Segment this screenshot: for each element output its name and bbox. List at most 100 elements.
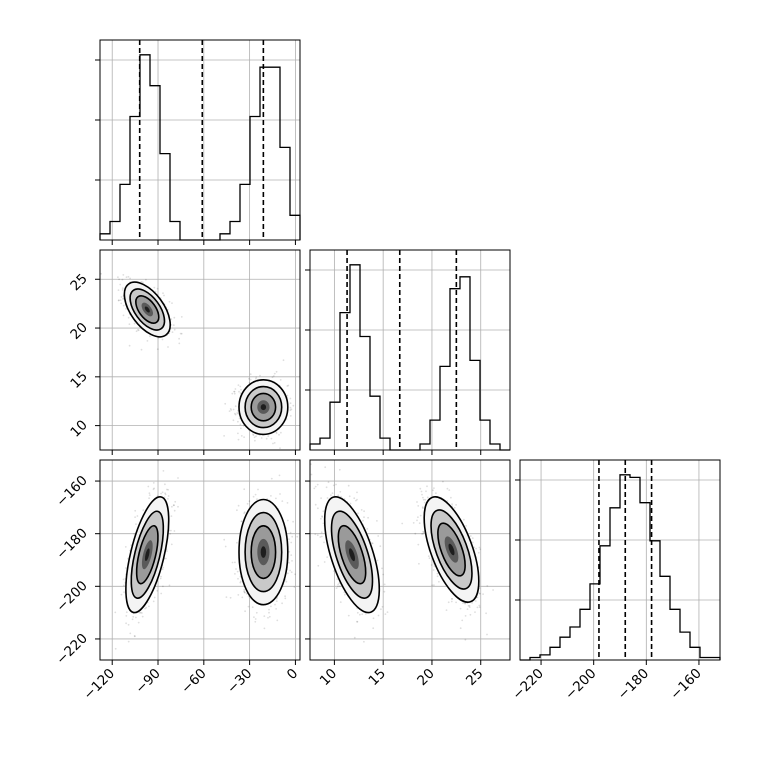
sample-point: [172, 504, 175, 507]
sample-point: [255, 377, 257, 380]
panel-frame: [99, 459, 301, 661]
sample-point: [330, 494, 332, 496]
sample-point: [286, 394, 289, 397]
sample-point: [167, 498, 169, 500]
sample-point: [254, 493, 257, 496]
sample-point: [360, 509, 363, 511]
sample-point: [468, 604, 471, 607]
sample-point: [338, 468, 341, 471]
sample-point: [127, 640, 130, 643]
sample-point: [234, 412, 236, 415]
sample-point: [337, 585, 339, 588]
sample-point: [249, 378, 252, 381]
sample-point: [121, 289, 124, 291]
sample-point: [239, 580, 242, 583]
panel-frame: [519, 459, 721, 661]
x-tick-label: −60: [178, 666, 209, 697]
y-tick-label: 25: [67, 271, 90, 294]
sample-point: [401, 522, 404, 525]
sample-point: [326, 497, 329, 499]
sample-point: [433, 584, 435, 586]
sample-point: [287, 384, 290, 387]
sample-point: [164, 483, 166, 486]
sample-point: [445, 609, 448, 611]
sample-point: [239, 385, 242, 388]
sample-point: [123, 591, 125, 593]
sample-point: [119, 283, 122, 286]
density-peak: [260, 546, 267, 558]
sample-point: [138, 611, 141, 614]
sample-point: [146, 340, 149, 342]
sample-point: [319, 536, 322, 538]
sample-point: [416, 519, 418, 522]
sample-point: [421, 506, 424, 508]
sample-point: [236, 541, 238, 544]
sample-point: [337, 583, 339, 586]
sample-point: [364, 613, 367, 615]
sample-point: [133, 322, 136, 325]
sample-point: [252, 434, 255, 437]
sample-point: [310, 473, 313, 476]
sample-point: [123, 584, 125, 587]
sample-point: [422, 530, 424, 533]
sample-point: [275, 431, 278, 433]
sample-point: [247, 605, 250, 608]
sample-point: [426, 485, 428, 488]
sample-point: [174, 500, 177, 503]
sample-point: [162, 292, 164, 295]
sample-point: [282, 359, 285, 362]
sample-point: [117, 276, 119, 279]
sample-point: [162, 566, 165, 569]
sample-point: [289, 402, 292, 405]
sample-point: [314, 503, 317, 506]
sample-point: [348, 495, 351, 498]
sample-point: [169, 533, 172, 535]
sample-point: [436, 572, 439, 575]
sample-point: [420, 490, 423, 493]
sample-point: [476, 596, 479, 599]
y-tick-label: 20: [67, 320, 90, 343]
sample-point: [180, 332, 183, 335]
sample-point: [279, 447, 281, 449]
sample-point: [141, 612, 143, 614]
sample-point: [379, 545, 382, 548]
sample-point: [121, 278, 124, 281]
sample-point: [118, 278, 120, 281]
panel-frame: [309, 249, 511, 451]
sample-point: [468, 606, 471, 608]
sample-point: [382, 573, 385, 576]
sample-point: [286, 519, 289, 522]
sample-point: [156, 287, 159, 290]
joint-panel-p0-p1: 10 15 20 25: [67, 249, 301, 455]
sample-point: [243, 512, 246, 515]
sample-point: [171, 331, 174, 333]
sample-point: [436, 575, 439, 578]
sample-point: [377, 614, 380, 617]
sample-point: [289, 531, 292, 534]
x-tick-label: −120: [80, 666, 118, 704]
sample-point: [131, 618, 134, 621]
sample-point: [371, 542, 374, 545]
sample-point: [450, 496, 452, 499]
sample-point: [238, 390, 240, 393]
sample-point: [270, 437, 273, 440]
x-tick-label: 20: [414, 666, 437, 689]
sample-point: [245, 592, 248, 595]
sample-point: [289, 397, 292, 400]
sample-point: [161, 338, 164, 341]
sample-point: [337, 494, 340, 497]
sample-point: [455, 504, 457, 506]
sample-point: [417, 516, 419, 519]
sample-point: [428, 557, 431, 560]
sample-point: [366, 528, 369, 530]
y-tick-label: −160: [53, 473, 91, 511]
sample-point: [153, 286, 156, 289]
sample-point: [133, 635, 136, 637]
sample-point: [305, 518, 307, 520]
sample-point: [324, 466, 327, 469]
sample-point: [137, 329, 139, 331]
sample-point: [137, 621, 140, 624]
sample-point: [433, 487, 435, 489]
sample-point: [267, 616, 269, 619]
sample-point: [134, 635, 136, 638]
